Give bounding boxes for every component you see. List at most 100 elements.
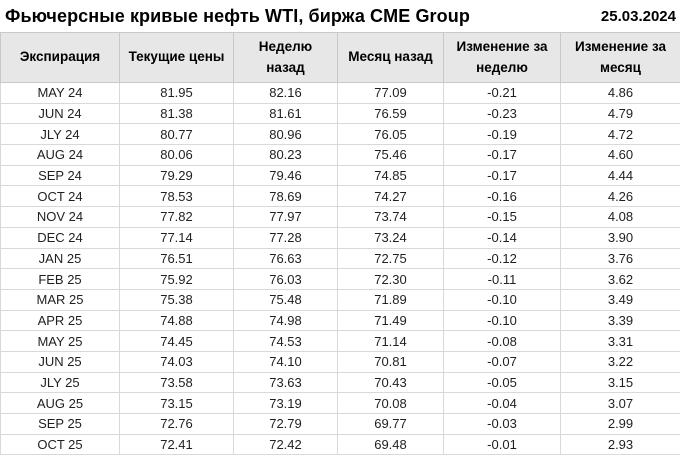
cell-current-price: 77.14 [119, 226, 234, 249]
cell-week-ago: 73.19 [233, 392, 338, 414]
cell-expiration: APR 25 [0, 309, 120, 332]
cell-current-price: 80.06 [119, 144, 234, 166]
cell-expiration: JUN 25 [0, 350, 120, 373]
cell-week-change: -0.16 [443, 185, 561, 208]
cell-month-change: 4.86 [560, 82, 680, 104]
cell-expiration: SEP 25 [0, 413, 120, 435]
cell-month-ago: 71.49 [337, 309, 444, 332]
table-row: MAY 24 81.95 82.16 77.09 -0.21 4.86 [0, 82, 680, 104]
cell-expiration: AUG 24 [0, 144, 120, 166]
table-row: NOV 24 77.82 77.97 73.74 -0.15 4.08 [0, 206, 680, 228]
cell-month-ago: 70.81 [337, 350, 444, 373]
cell-month-ago: 72.30 [337, 268, 444, 290]
cell-month-change: 3.39 [560, 309, 680, 332]
cell-week-ago: 79.46 [233, 164, 338, 187]
cell-month-ago: 76.05 [337, 123, 444, 146]
cell-current-price: 78.53 [119, 185, 234, 208]
table-body: MAY 24 81.95 82.16 77.09 -0.21 4.86 JUN 24 81.3… [0, 82, 680, 456]
cell-week-ago: 81.61 [233, 102, 338, 125]
cell-month-change: 4.72 [560, 123, 680, 146]
column-header-week-ago: Неделю назад [233, 32, 338, 83]
cell-expiration: OCT 24 [0, 185, 120, 208]
table-row: JLY 25 73.58 73.63 70.43 -0.05 3.15 [0, 371, 680, 394]
cell-week-change: -0.19 [443, 123, 561, 146]
cell-month-change: 4.60 [560, 144, 680, 166]
cell-month-change: 3.07 [560, 392, 680, 414]
table-row: AUG 25 73.15 73.19 70.08 -0.04 3.07 [0, 392, 680, 414]
cell-week-change: -0.04 [443, 392, 561, 414]
cell-month-change: 2.93 [560, 433, 680, 456]
cell-month-ago: 70.08 [337, 392, 444, 414]
cell-week-ago: 78.69 [233, 185, 338, 208]
cell-expiration: AUG 25 [0, 392, 120, 414]
cell-week-ago: 72.79 [233, 413, 338, 435]
cell-month-change: 3.90 [560, 226, 680, 249]
cell-week-change: -0.12 [443, 247, 561, 270]
cell-month-change: 4.44 [560, 164, 680, 187]
cell-month-change: 3.49 [560, 288, 680, 311]
cell-month-ago: 73.74 [337, 206, 444, 228]
cell-month-change: 4.08 [560, 206, 680, 228]
cell-month-change: 3.22 [560, 350, 680, 373]
cell-week-change: -0.11 [443, 268, 561, 290]
cell-week-ago: 76.63 [233, 247, 338, 270]
cell-month-ago: 77.09 [337, 82, 444, 104]
table-row: OCT 25 72.41 72.42 69.48 -0.01 2.93 [0, 433, 680, 456]
cell-current-price: 75.92 [119, 268, 234, 290]
cell-current-price: 74.88 [119, 309, 234, 332]
futures-table: Экспирация Текущие цены Неделю назад Мес… [0, 32, 680, 456]
cell-month-change: 4.79 [560, 102, 680, 125]
cell-week-change: -0.14 [443, 226, 561, 249]
cell-current-price: 72.76 [119, 413, 234, 435]
cell-month-ago: 70.43 [337, 371, 444, 394]
cell-current-price: 81.38 [119, 102, 234, 125]
table-row: SEP 25 72.76 72.79 69.77 -0.03 2.99 [0, 413, 680, 435]
table-row: FEB 25 75.92 76.03 72.30 -0.11 3.62 [0, 268, 680, 290]
cell-month-ago: 74.85 [337, 164, 444, 187]
cell-week-change: -0.17 [443, 164, 561, 187]
cell-week-change: -0.03 [443, 413, 561, 435]
cell-month-ago: 71.89 [337, 288, 444, 311]
column-header-month-ago: Месяц назад [337, 32, 444, 83]
table-header: Экспирация Текущие цены Неделю назад Мес… [0, 32, 680, 83]
cell-expiration: MAY 24 [0, 82, 120, 104]
cell-expiration: DEC 24 [0, 226, 120, 249]
column-header-expiration: Экспирация [0, 32, 120, 83]
cell-current-price: 74.03 [119, 350, 234, 373]
table-row: OCT 24 78.53 78.69 74.27 -0.16 4.26 [0, 185, 680, 208]
cell-week-change: -0.23 [443, 102, 561, 125]
table-row: DEC 24 77.14 77.28 73.24 -0.14 3.90 [0, 226, 680, 249]
cell-expiration: OCT 25 [0, 433, 120, 456]
cell-week-change: -0.21 [443, 82, 561, 104]
cell-month-change: 3.76 [560, 247, 680, 270]
page-title: Фьючерсные кривые нефть WTI, биржа CME G… [5, 5, 470, 26]
cell-month-ago: 72.75 [337, 247, 444, 270]
cell-expiration: MAR 25 [0, 288, 120, 311]
cell-expiration: MAY 25 [0, 330, 120, 352]
cell-week-ago: 72.42 [233, 433, 338, 456]
cell-week-change: -0.07 [443, 350, 561, 373]
column-header-week-change: Изменение за неделю [443, 32, 561, 83]
cell-week-ago: 77.97 [233, 206, 338, 228]
cell-expiration: FEB 25 [0, 268, 120, 290]
table-row: JAN 25 76.51 76.63 72.75 -0.12 3.76 [0, 247, 680, 270]
cell-current-price: 77.82 [119, 206, 234, 228]
cell-month-ago: 71.14 [337, 330, 444, 352]
cell-current-price: 79.29 [119, 164, 234, 187]
cell-current-price: 73.58 [119, 371, 234, 394]
table-row: MAY 25 74.45 74.53 71.14 -0.08 3.31 [0, 330, 680, 352]
cell-month-ago: 75.46 [337, 144, 444, 166]
table-row: MAR 25 75.38 75.48 71.89 -0.10 3.49 [0, 288, 680, 311]
cell-week-change: -0.10 [443, 288, 561, 311]
cell-current-price: 80.77 [119, 123, 234, 146]
cell-expiration: JLY 25 [0, 371, 120, 394]
cell-month-ago: 69.48 [337, 433, 444, 456]
cell-month-change: 4.26 [560, 185, 680, 208]
cell-month-change: 3.31 [560, 330, 680, 352]
cell-expiration: JLY 24 [0, 123, 120, 146]
cell-month-change: 3.62 [560, 268, 680, 290]
cell-week-change: -0.10 [443, 309, 561, 332]
table-row: APR 25 74.88 74.98 71.49 -0.10 3.39 [0, 309, 680, 332]
cell-expiration: JAN 25 [0, 247, 120, 270]
